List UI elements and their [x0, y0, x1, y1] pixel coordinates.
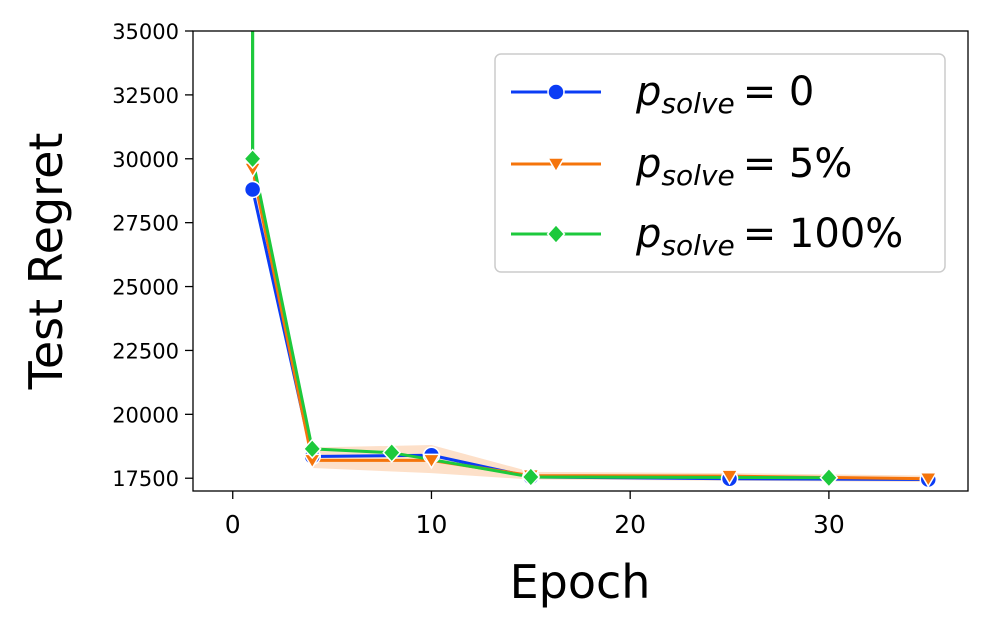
x-tick-label: 0	[225, 510, 241, 539]
legend-box	[494, 53, 946, 273]
y-tick-label: 22500	[112, 339, 179, 363]
legend-marker	[546, 157, 566, 174]
data-point	[382, 442, 402, 463]
series-markers	[243, 148, 938, 489]
y-tick-label: 32500	[112, 84, 179, 108]
legend-marker	[546, 223, 566, 245]
plot-area	[192, 30, 969, 492]
legend-label: psolve = 100%	[635, 211, 903, 262]
y-tick-label: 20000	[112, 403, 179, 427]
data-point	[302, 438, 322, 460]
plot-frame	[192, 30, 969, 492]
x-tick-label: 30	[813, 510, 845, 539]
data-point	[243, 180, 262, 199]
y-axis-label: Test Regret	[19, 133, 73, 391]
data-point	[243, 148, 263, 170]
data-point	[521, 466, 541, 488]
y-tick-label: 30000	[112, 148, 179, 172]
data-point	[819, 467, 839, 489]
data-point	[720, 469, 739, 486]
legend: psolve = 0 psolve = 5% psolve = 100%	[494, 53, 946, 273]
x-tick-label: 20	[614, 510, 646, 539]
data-point	[422, 453, 441, 470]
y-tick-label: 27500	[112, 212, 179, 236]
x-tick-label: 10	[416, 510, 448, 539]
legend-marker	[547, 83, 565, 101]
y-tick-label: 35000	[112, 20, 179, 44]
legend-label: psolve = 0	[635, 69, 814, 120]
x-axis-ticks: 0 10 20 30	[225, 491, 845, 539]
y-tick-label: 25000	[112, 276, 179, 300]
y-axis-ticks: 17500 20000 22500 25000 27500 30000 32500 35000	[112, 20, 193, 491]
legend-label: psolve = 5%	[635, 141, 852, 192]
x-axis-label: Epoch	[510, 555, 651, 609]
y-tick-label: 17500	[112, 467, 179, 491]
data-point	[918, 471, 938, 488]
